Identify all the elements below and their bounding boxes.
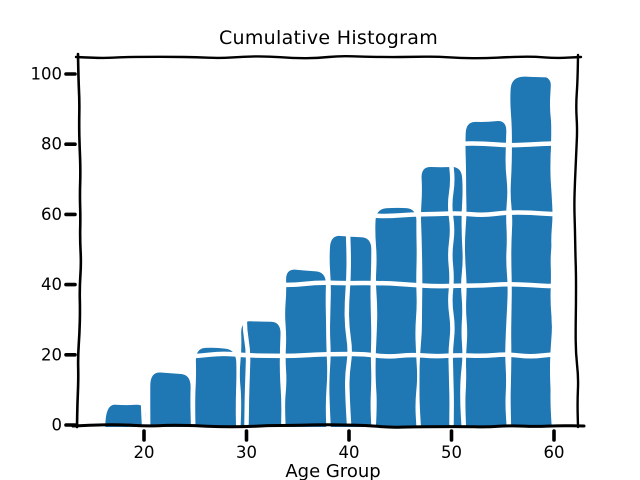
y-tick-label: 20 <box>41 345 62 364</box>
histogram-bar <box>285 269 328 427</box>
histogram-bar <box>464 121 508 428</box>
gridline-horizontal <box>76 280 581 289</box>
gridline-vertical <box>447 56 455 427</box>
right-spine <box>573 53 580 429</box>
histogram-bar <box>375 207 418 427</box>
y-axis-spine <box>75 52 83 429</box>
histogram-bar <box>195 347 237 427</box>
x-tick-label: 50 <box>441 443 462 462</box>
y-tick-label: 100 <box>31 65 63 84</box>
y-tick-label: 60 <box>41 205 62 224</box>
y-tick-label: 0 <box>52 416 63 435</box>
x-tick-label: 20 <box>134 443 155 462</box>
gridline-vertical <box>139 56 148 427</box>
x-tick-label: 30 <box>236 443 257 462</box>
x-axis-label: Age Group <box>285 461 381 480</box>
gridline-horizontal <box>76 210 581 219</box>
gridline-vertical <box>344 56 354 427</box>
histogram-bar <box>150 372 191 427</box>
gridline-vertical <box>242 56 251 427</box>
x-tick-label: 40 <box>339 443 360 462</box>
y-tick-label: 40 <box>41 275 62 294</box>
chart-title: Cumulative Histogram <box>218 27 439 49</box>
top-spine <box>74 54 583 60</box>
histogram-bar <box>510 76 553 427</box>
gridline-vertical <box>549 56 558 427</box>
gridline-horizontal <box>76 140 581 148</box>
x-axis-spine <box>71 423 586 429</box>
gridline-horizontal <box>76 70 581 78</box>
histogram-bar <box>239 321 282 427</box>
x-tick-label: 60 <box>544 443 565 462</box>
histogram-bar <box>105 404 146 427</box>
gridline-horizontal <box>76 351 581 359</box>
y-tick-label: 80 <box>41 135 62 154</box>
histogram-bar <box>419 166 463 427</box>
